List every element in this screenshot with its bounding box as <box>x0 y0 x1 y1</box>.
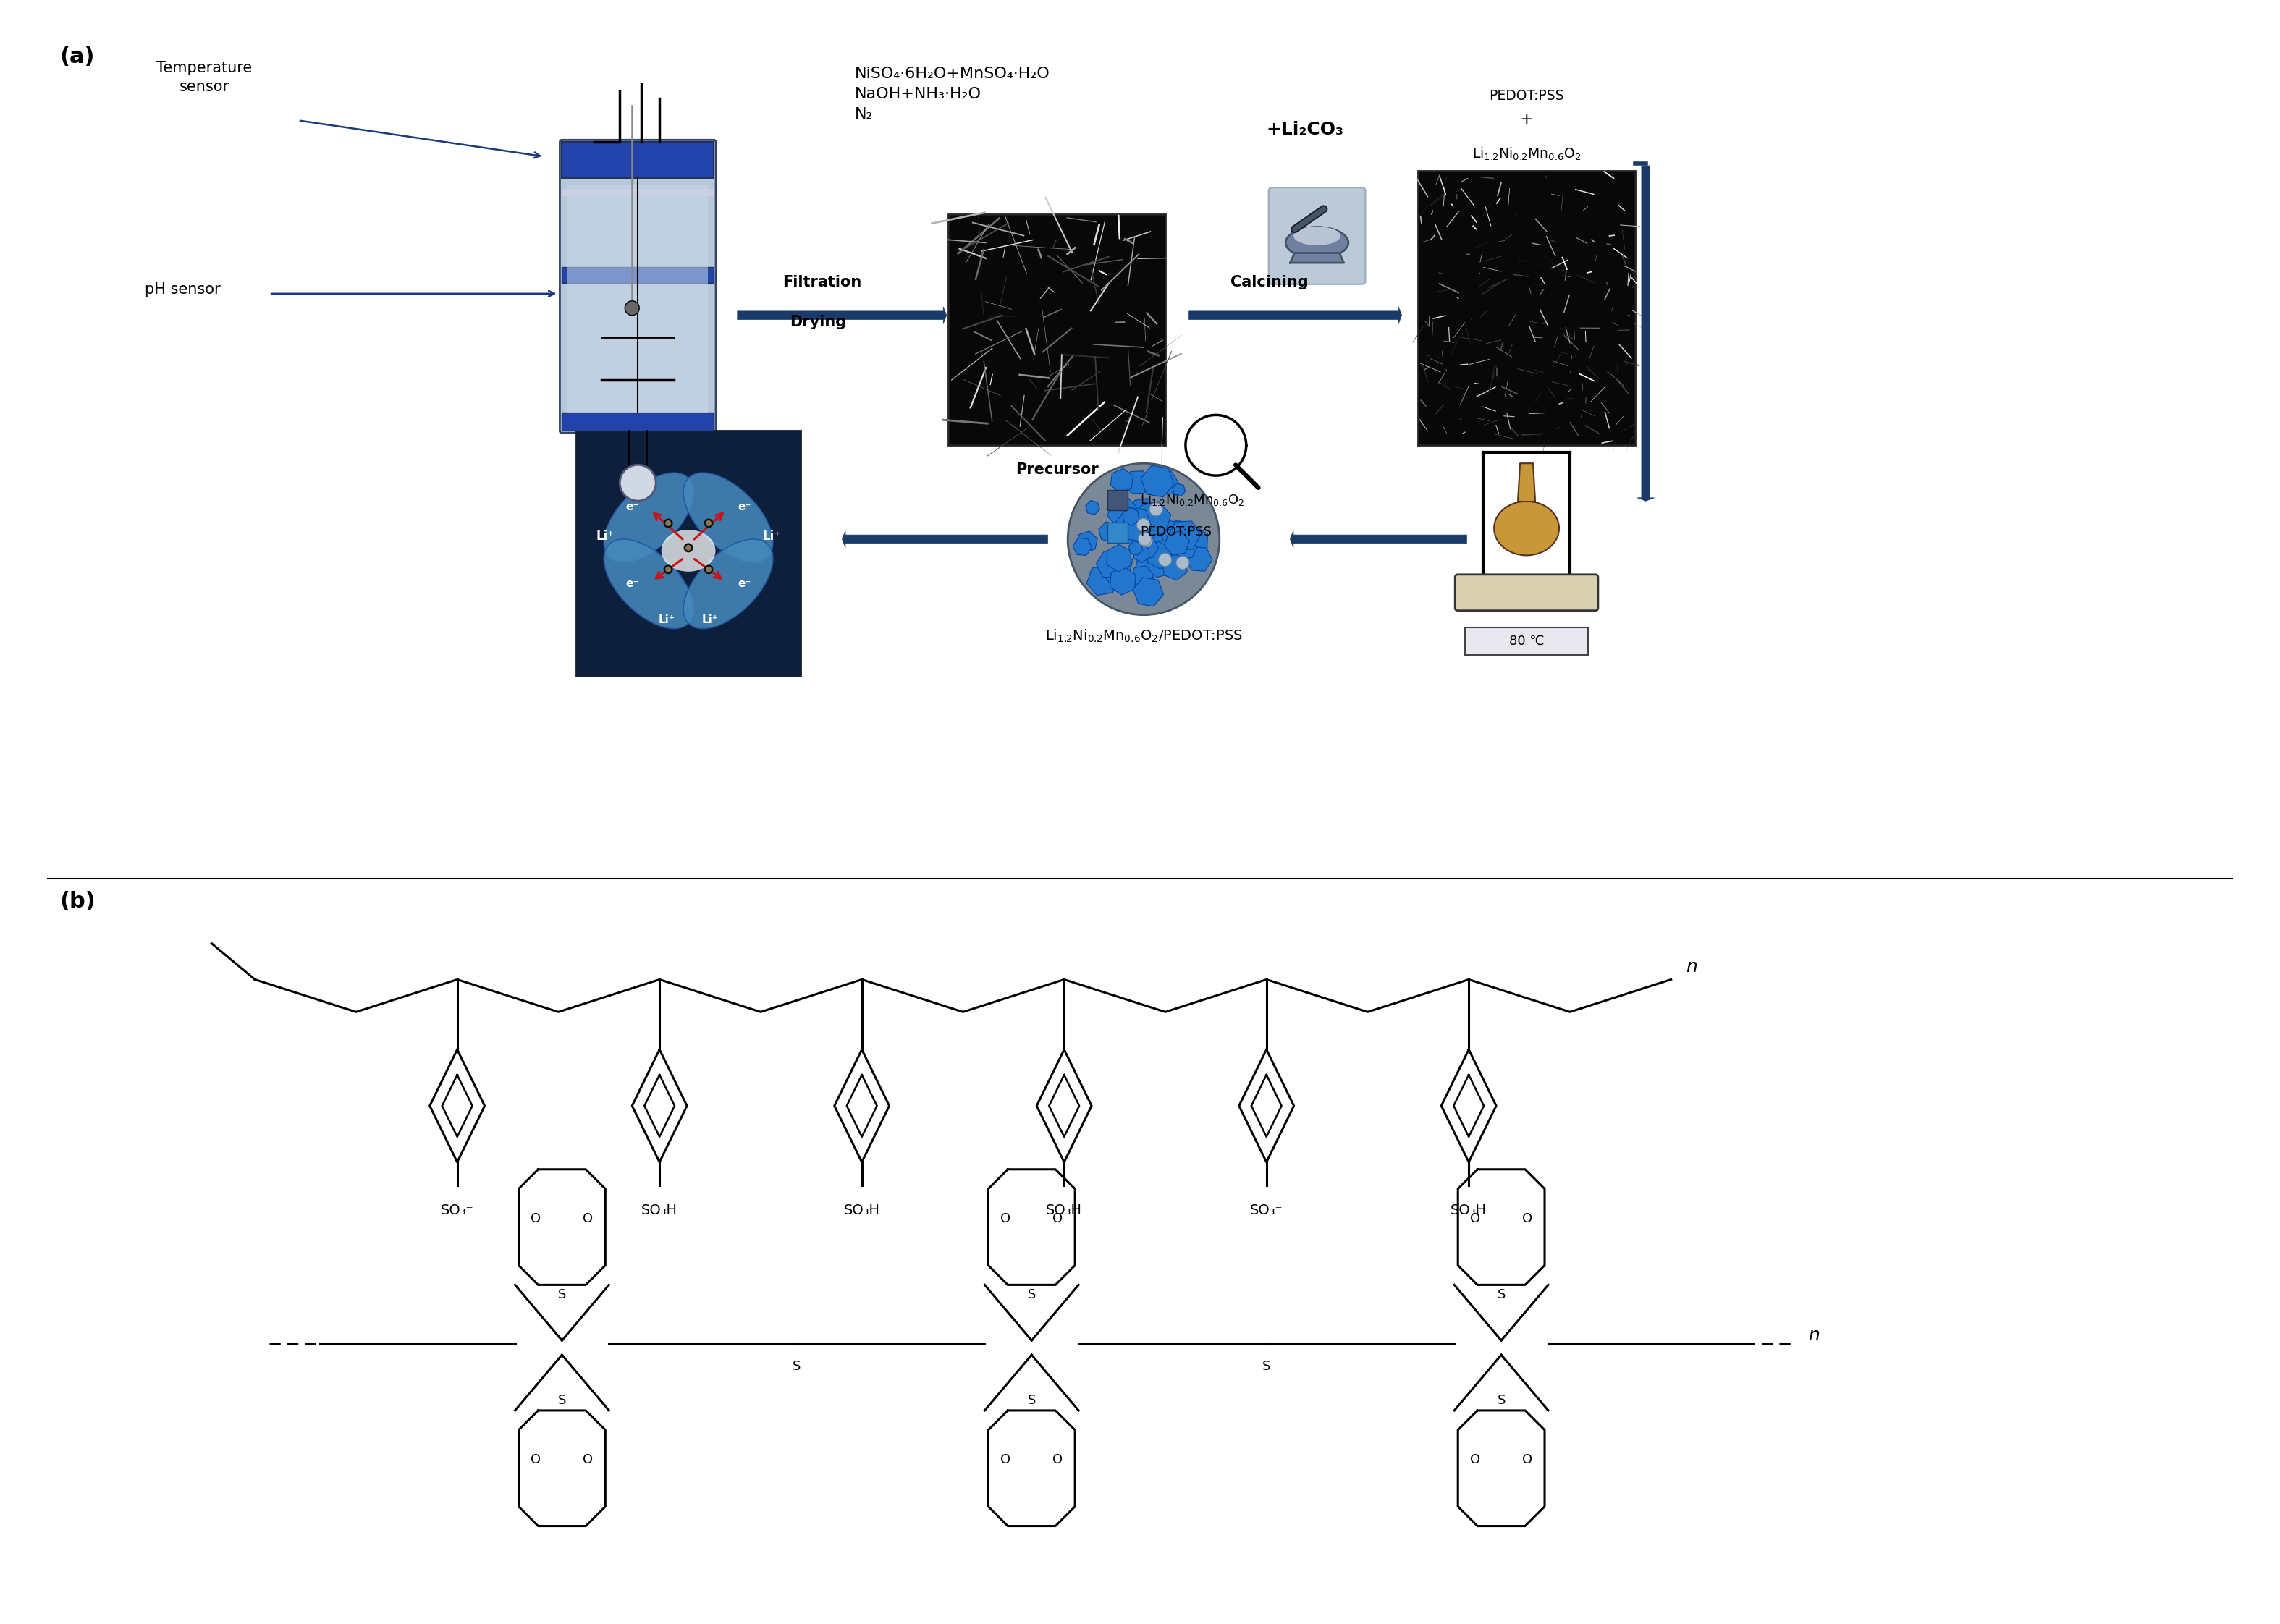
Text: SO₃H: SO₃H <box>641 1203 677 1216</box>
Ellipse shape <box>684 473 773 562</box>
Text: O: O <box>531 1212 540 1224</box>
Circle shape <box>625 300 638 315</box>
Polygon shape <box>1290 253 1343 263</box>
Text: PEDOT:PSS: PEDOT:PSS <box>1140 526 1211 539</box>
Ellipse shape <box>1293 226 1341 245</box>
Ellipse shape <box>684 539 773 628</box>
Bar <box>561 412 714 430</box>
Bar <box>568 185 707 412</box>
Circle shape <box>1158 554 1172 567</box>
Text: S: S <box>1498 1288 1505 1301</box>
Circle shape <box>705 518 714 528</box>
Text: Li$_{1.2}$Ni$_{0.2}$Mn$_{0.6}$O$_2$: Li$_{1.2}$Ni$_{0.2}$Mn$_{0.6}$O$_2$ <box>1473 146 1580 162</box>
Bar <box>561 188 714 197</box>
Text: O: O <box>531 1453 540 1466</box>
Circle shape <box>1067 463 1220 615</box>
Text: n: n <box>1808 1327 1819 1345</box>
Polygon shape <box>1518 463 1534 502</box>
Text: (b): (b) <box>59 890 96 911</box>
Text: O: O <box>1471 1453 1480 1466</box>
Text: e⁻: e⁻ <box>739 578 752 590</box>
Text: Li⁺: Li⁺ <box>659 614 675 625</box>
Text: O: O <box>1523 1453 1532 1466</box>
Text: +Li₂CO₃: +Li₂CO₃ <box>1265 122 1343 138</box>
Text: Filtration: Filtration <box>782 274 862 289</box>
Ellipse shape <box>1493 502 1560 555</box>
Text: e⁻: e⁻ <box>739 502 752 512</box>
Circle shape <box>1176 557 1190 570</box>
Text: O: O <box>1001 1212 1010 1224</box>
Text: e⁻: e⁻ <box>625 578 638 590</box>
Circle shape <box>666 520 670 526</box>
Text: 80 ℃: 80 ℃ <box>1509 635 1544 648</box>
FancyBboxPatch shape <box>561 140 716 434</box>
Circle shape <box>705 565 714 575</box>
Bar <box>561 141 714 179</box>
Text: SO₃H: SO₃H <box>844 1203 880 1216</box>
Text: Li⁺: Li⁺ <box>702 614 718 625</box>
FancyBboxPatch shape <box>1466 627 1587 654</box>
Text: S: S <box>1028 1288 1035 1301</box>
Text: SO₃H: SO₃H <box>1450 1203 1487 1216</box>
Bar <box>1418 171 1635 445</box>
Bar <box>561 266 714 283</box>
Text: n: n <box>1685 958 1696 976</box>
Ellipse shape <box>661 529 716 572</box>
Text: Precursor: Precursor <box>1015 463 1099 477</box>
Circle shape <box>666 567 670 572</box>
Circle shape <box>684 542 693 552</box>
Text: pH sensor: pH sensor <box>144 283 221 297</box>
Ellipse shape <box>1286 227 1347 258</box>
FancyBboxPatch shape <box>1108 523 1129 542</box>
Bar <box>577 430 800 676</box>
Circle shape <box>620 464 657 500</box>
Text: S: S <box>559 1393 565 1406</box>
Bar <box>948 214 1165 445</box>
Text: O: O <box>1053 1212 1062 1224</box>
Text: Li⁺: Li⁺ <box>597 529 613 542</box>
Circle shape <box>1138 533 1151 546</box>
Circle shape <box>663 565 673 575</box>
Text: SO₃⁻: SO₃⁻ <box>1249 1203 1284 1216</box>
Text: S: S <box>559 1288 565 1301</box>
Text: Li⁺: Li⁺ <box>762 529 780 542</box>
Text: Temperature
sensor: Temperature sensor <box>157 60 253 94</box>
Circle shape <box>686 546 691 551</box>
Circle shape <box>707 520 711 526</box>
Text: O: O <box>584 1212 593 1224</box>
Ellipse shape <box>604 539 693 628</box>
Text: S: S <box>1263 1359 1270 1372</box>
Ellipse shape <box>604 473 693 562</box>
Text: Drying: Drying <box>789 315 846 330</box>
Circle shape <box>1149 503 1163 516</box>
Text: O: O <box>1523 1212 1532 1224</box>
Text: Calcining: Calcining <box>1231 274 1309 289</box>
Text: NiSO₄·6H₂O+MnSO₄·H₂O
NaOH+NH₃·H₂O
N₂: NiSO₄·6H₂O+MnSO₄·H₂O NaOH+NH₃·H₂O N₂ <box>855 67 1049 122</box>
Circle shape <box>663 518 673 528</box>
Circle shape <box>1140 534 1151 547</box>
Circle shape <box>1138 518 1149 531</box>
Text: Li$_{1.2}$Ni$_{0.2}$Mn$_{0.6}$O$_2$/PEDOT:PSS: Li$_{1.2}$Ni$_{0.2}$Mn$_{0.6}$O$_2$/PEDO… <box>1044 628 1243 645</box>
Text: S: S <box>1498 1393 1505 1406</box>
Text: PEDOT:PSS: PEDOT:PSS <box>1489 89 1564 102</box>
Text: (a): (a) <box>59 45 96 67</box>
Text: +: + <box>1521 112 1532 127</box>
Text: Li$_{1.2}$Ni$_{0.2}$Mn$_{0.6}$O$_2$: Li$_{1.2}$Ni$_{0.2}$Mn$_{0.6}$O$_2$ <box>1140 492 1245 507</box>
FancyBboxPatch shape <box>1108 490 1129 510</box>
Circle shape <box>707 567 711 572</box>
Text: O: O <box>1001 1453 1010 1466</box>
FancyBboxPatch shape <box>1268 187 1366 284</box>
Text: SO₃H: SO₃H <box>1047 1203 1083 1216</box>
Text: O: O <box>1471 1212 1480 1224</box>
Text: e⁻: e⁻ <box>625 502 638 512</box>
Text: S: S <box>793 1359 800 1372</box>
Text: O: O <box>584 1453 593 1466</box>
Text: SO₃⁻: SO₃⁻ <box>440 1203 474 1216</box>
Text: O: O <box>1053 1453 1062 1466</box>
FancyBboxPatch shape <box>1455 575 1598 611</box>
Text: S: S <box>1028 1393 1035 1406</box>
